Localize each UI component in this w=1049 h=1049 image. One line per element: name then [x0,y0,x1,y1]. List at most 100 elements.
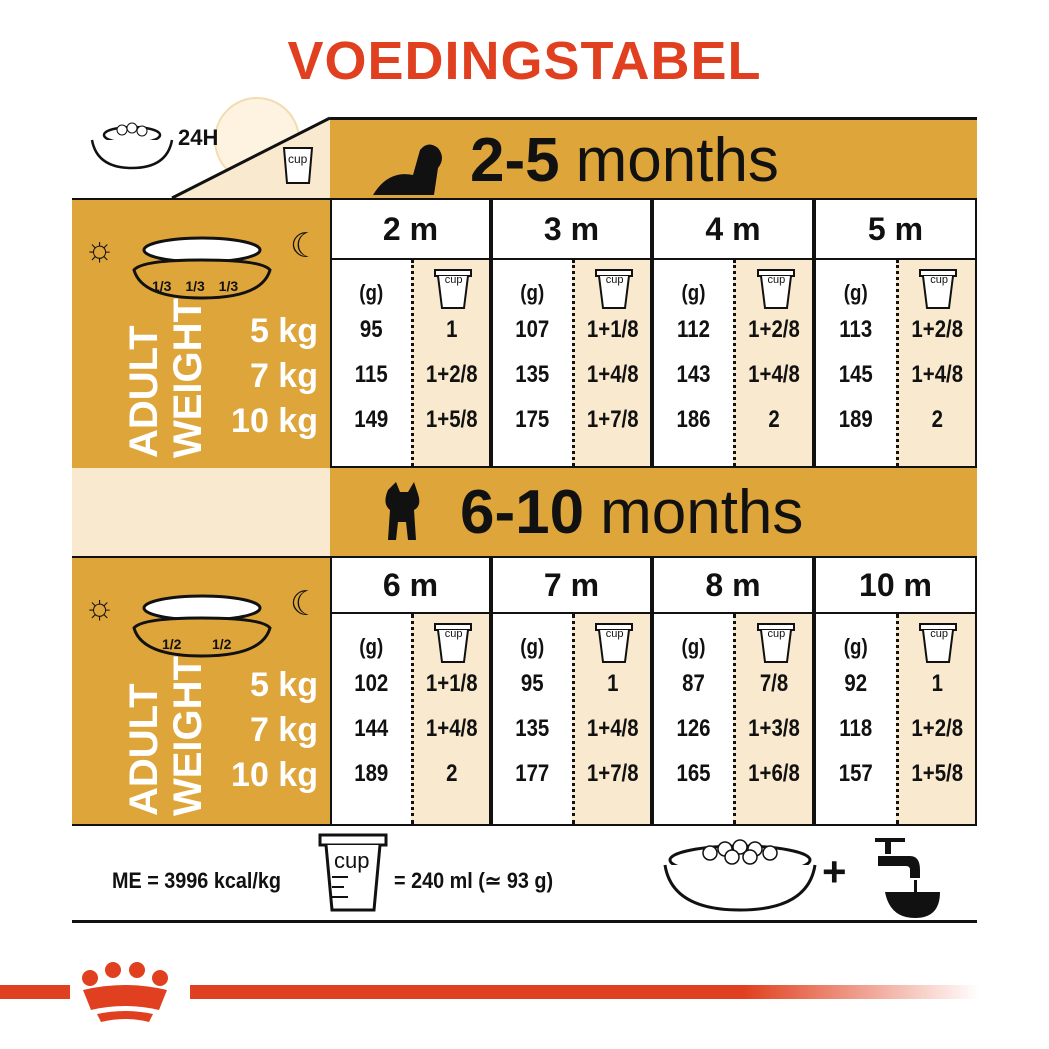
water-tap-icon [875,838,940,918]
grams-column: (g) 95 115 149 [332,260,411,466]
cups-value: 1+4/8 [425,715,478,742]
adult-label: ADULT [122,325,166,458]
cups-column: cup 1 1+2/8 1+5/8 [895,614,975,824]
grams-header: (g) [520,280,545,305]
section-spacer [72,468,330,556]
24h-label: 24H [178,125,219,150]
cup-icon [918,622,958,664]
brand-bar-right [190,985,980,999]
grams-value: 126 [676,715,711,742]
cups-value: 1+5/8 [910,760,963,787]
dog-icon [368,140,448,215]
cup-icon-label: cup [930,274,948,286]
cups-value: 1 [606,670,618,697]
cup-icon-label: cup [767,628,786,640]
cup-icon [756,268,796,310]
section-header: 2-5 months [330,117,977,200]
cups-value: 1+1/8 [425,670,478,697]
grams-value: 135 [515,361,550,388]
portion-fraction: 1/3 [218,278,239,294]
grams-value: 177 [515,760,550,787]
divider [72,920,977,923]
cups-value: 1 [445,316,457,343]
cup-label: cup [334,848,370,873]
cups-column: cup 1+2/8 1+4/8 2 [895,260,975,466]
grams-value: 118 [839,715,873,742]
cups-value: 1+7/8 [586,760,639,787]
grams-value: 92 [844,670,868,697]
portion-fraction: 1/3 [152,278,172,294]
grams-value: 135 [515,715,550,742]
energy-label: ME = 3996 kcal/kg [112,868,281,893]
sun-icon: ☼ [84,588,116,626]
grams-value: 144 [354,715,389,742]
bowl-icon [132,230,272,300]
weight-row-label: 5 kg [249,666,318,704]
cups-value: 7/8 [759,670,789,697]
grams-column: (g) 95 135 177 [493,614,572,824]
cups-value: 1+1/8 [586,316,639,343]
month-column: (g) 112 143 186 cup 1+2/8 1+4/8 2 [652,260,814,468]
adult-label: ADULT [122,683,166,816]
weight-row-label: 5 kg [249,312,318,350]
cup-icon-label: cup [605,628,624,640]
left-panel: ☼ ☾ 1/2 1/2 ADULT WEIGHT 5 kg 7 kg 10 kg [72,556,330,826]
grams-value: 95 [520,670,544,697]
month-header: 6 m [330,556,491,614]
grams-value: 107 [515,316,550,343]
cups-value: 1+3/8 [748,715,800,742]
cups-value: 1 [931,670,943,697]
month-header: 2 m [330,198,491,260]
cup-icon-label: cup [444,274,463,286]
grams-header: (g) [359,634,384,659]
section-age-range: 2-5 [470,125,560,195]
section-header: 6-10 months [330,468,977,556]
cups-value: 2 [768,406,780,433]
month-header: 4 m [652,198,814,260]
grams-value: 145 [838,361,873,388]
cups-value: 2 [445,760,457,787]
cup-icon-label: cup [444,628,463,640]
month-column: (g) 113 145 189 cup 1+2/8 1+4/8 2 [814,260,977,468]
grams-column: (g) 102 144 189 [332,614,411,824]
grams-header: (g) [359,280,384,305]
cups-value: 1+2/8 [748,316,800,343]
weight-row-label: 10 kg [231,402,318,440]
page-title: VOEDINGSTABEL [287,31,762,91]
moon-icon: ☾ [290,227,321,265]
weight-row-label: 7 kg [249,711,318,749]
grams-value: 189 [838,406,873,433]
cups-value: 1+2/8 [910,316,963,343]
grams-value: 87 [682,670,705,697]
cups-value: 1+4/8 [748,361,800,388]
section-age-unit: months [600,477,804,547]
grams-header: (g) [843,634,868,659]
month-header: 3 m [491,198,652,260]
grams-column: (g) 87 126 165 [654,614,733,824]
cups-value: 1+2/8 [425,361,478,388]
food-bowl-icon [663,839,817,912]
cup-icon-label: cup [288,152,308,166]
cup-icon [918,268,958,310]
month-header: 5 m [814,198,977,260]
portion-fraction: 1/2 [162,636,182,652]
section-age-unit: months [575,125,779,195]
grams-column: (g) 113 145 189 [816,260,896,466]
portion-fraction: 1/3 [185,278,205,294]
cups-column: cup 1 1+2/8 1+5/8 [410,260,489,466]
grams-value: 115 [354,361,388,388]
cup-icon [594,622,634,664]
cups-value: 1+4/8 [910,361,963,388]
grams-value: 113 [839,316,873,343]
grams-value: 149 [354,406,389,433]
month-header: 8 m [652,556,814,614]
month-column: (g) 92 118 157 cup 1 1+2/8 1+5/8 [814,614,977,826]
grams-value: 186 [676,406,711,433]
weight-label: WEIGHT [166,656,210,816]
grams-header: (g) [843,280,868,305]
cups-column: cup 7/8 1+3/8 1+6/8 [733,614,812,824]
cup-icon [756,622,796,664]
cup-icon [433,622,473,664]
adult-weight-label: ADULT WEIGHT [122,656,210,816]
cups-value: 2 [931,406,943,433]
